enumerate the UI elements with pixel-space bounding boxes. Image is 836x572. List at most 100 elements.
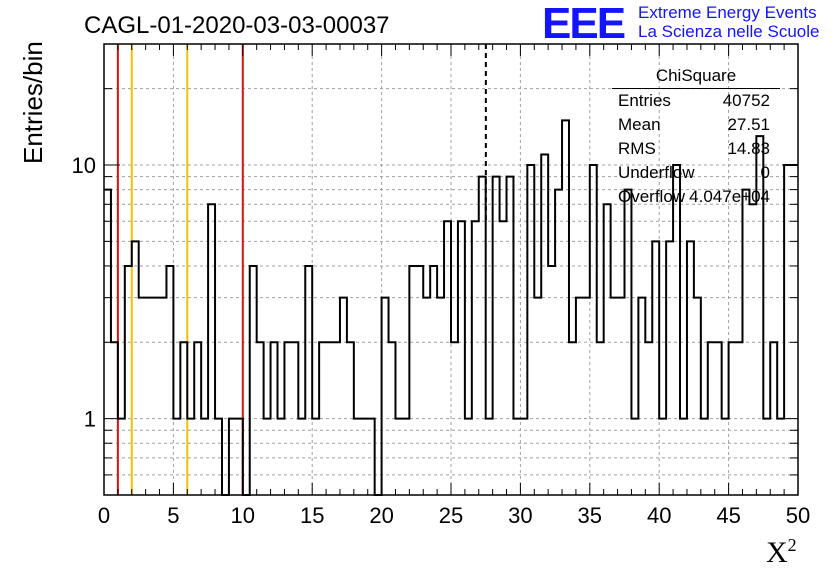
histogram-bin [562, 120, 569, 495]
histogram-bin [395, 419, 402, 495]
histogram-bin [160, 298, 167, 495]
histogram-bin [631, 419, 638, 495]
histogram-bin [784, 165, 791, 495]
histogram-bin [569, 342, 576, 495]
histogram-bin [430, 266, 437, 495]
histogram-bin [722, 419, 729, 495]
histogram-bin [368, 419, 375, 495]
x-tick-label: 20 [369, 503, 393, 528]
histogram-bin [583, 298, 590, 495]
x-tick-label: 50 [786, 503, 810, 528]
histogram-bin [312, 419, 319, 495]
histogram-bin [416, 266, 423, 495]
histogram-bin [298, 419, 305, 495]
histogram-bin [645, 342, 652, 495]
histogram-bin [749, 204, 756, 495]
histogram-bin [666, 241, 673, 495]
stats-row-underflow: Underflow 0 [612, 161, 780, 185]
x-axis-label-base: X [766, 536, 788, 569]
histogram-bin [618, 298, 625, 495]
histogram-bin [625, 190, 632, 495]
histogram-bin [125, 266, 132, 495]
histogram-bin [319, 342, 326, 495]
histogram-bin [389, 342, 396, 495]
histogram-outline [104, 119, 798, 496]
logo-caption-line2: La Scienza nelle Scuole [638, 22, 820, 41]
x-tick-label: 30 [508, 503, 532, 528]
histogram-bin [215, 419, 222, 495]
histogram-bin [791, 165, 798, 495]
histogram-bin [132, 241, 139, 495]
histogram-bin [361, 419, 368, 495]
histogram-bin [541, 155, 548, 495]
x-axis-label-superscript: 2 [787, 535, 797, 555]
histogram-bin [305, 266, 312, 495]
histogram-bin [333, 342, 340, 495]
chart-title: CAGL-01-2020-03-03-00037 [84, 12, 390, 39]
histogram-bin [458, 221, 465, 495]
histogram-bin [423, 298, 430, 495]
histogram-bin [507, 177, 514, 495]
eee-logo: EEE [542, 0, 626, 48]
histogram-bin [479, 177, 486, 495]
stats-label: Overflow [618, 187, 686, 206]
histogram-bin [402, 419, 409, 495]
stats-label: RMS [618, 139, 656, 158]
x-tick-label: 35 [578, 503, 602, 528]
x-tick-label: 0 [98, 503, 110, 528]
histogram-bin [326, 342, 333, 495]
histogram-bin [180, 342, 187, 495]
histogram-bin [271, 342, 278, 495]
histogram-bin [701, 419, 708, 495]
stats-row-overflow: Overflow 4.047e+04 [612, 185, 780, 209]
stats-box-title: ChiSquare [612, 66, 780, 89]
stats-label: Entries [618, 91, 671, 110]
histogram-bin [715, 342, 722, 495]
histogram-bin [520, 419, 527, 495]
histogram-bin [763, 419, 770, 495]
histogram-bin [291, 342, 298, 495]
histogram-bin [118, 419, 125, 495]
histogram-bin [694, 298, 701, 495]
histogram-bin [534, 298, 541, 495]
histogram-bin [590, 165, 597, 495]
histogram-bin [611, 298, 618, 495]
histogram-bin [257, 342, 264, 495]
histogram-bin [139, 298, 146, 495]
histogram-bin [444, 221, 451, 495]
histogram-bin [548, 266, 555, 495]
histogram-bin [278, 419, 285, 495]
histogram-bin [638, 298, 645, 495]
x-tick-label: 10 [231, 503, 255, 528]
histogram-bin [736, 342, 743, 495]
x-tick-label: 5 [167, 503, 179, 528]
histogram-bin [770, 342, 777, 495]
stats-row-mean: Mean 27.51 [612, 113, 780, 137]
y-tick-label: 1 [84, 407, 96, 432]
histogram-bin [284, 342, 291, 495]
histogram-bin [659, 419, 666, 495]
histogram-bin [382, 298, 389, 495]
histogram-bin [264, 419, 271, 495]
histogram-bin [513, 419, 520, 495]
x-tick-label: 25 [439, 503, 463, 528]
histogram-bin [208, 204, 215, 495]
histogram-bin [340, 298, 347, 495]
histogram-bin [729, 342, 736, 495]
y-tick-label: 10 [72, 153, 96, 178]
histogram-bin [173, 419, 180, 495]
histogram-bin [500, 221, 507, 495]
histogram-bin [673, 165, 680, 495]
histogram-bin [347, 342, 354, 495]
x-tick-label: 15 [300, 503, 324, 528]
stats-value: 14.83 [727, 139, 770, 158]
histogram-bin [166, 266, 173, 495]
histogram-bin [146, 298, 153, 495]
histogram-bin [250, 266, 257, 495]
histogram-bin [472, 221, 479, 495]
stats-box: ChiSquare Entries 40752 Mean 27.51 RMS 14.8… [612, 66, 780, 209]
histogram-bin [354, 419, 361, 495]
stats-value: 27.51 [727, 115, 770, 134]
histogram-bin [777, 419, 784, 495]
